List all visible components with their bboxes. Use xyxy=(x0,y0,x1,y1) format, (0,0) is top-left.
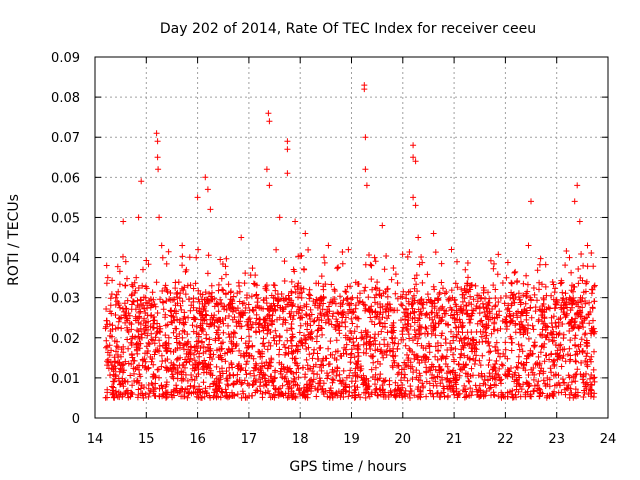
y-tick-label: 0.04 xyxy=(51,252,80,267)
x-tick-label: 14 xyxy=(87,432,104,447)
x-tick-label: 23 xyxy=(548,432,565,447)
x-tick-label: 15 xyxy=(138,432,155,447)
x-axis-label: GPS time / hours xyxy=(289,459,406,475)
y-tick-label: 0.07 xyxy=(51,131,80,146)
y-tick-label: 0.05 xyxy=(51,211,80,226)
x-tick-labels: 14 15 16 17 18 19 20 21 22 23 24 xyxy=(87,432,617,447)
y-tick-label: 0.03 xyxy=(51,292,80,307)
x-tick-label: 16 xyxy=(189,432,206,447)
y-tick-label: 0.01 xyxy=(51,372,80,387)
y-axis-label: ROTI / TECUs xyxy=(6,194,22,286)
y-tick-label: 0.09 xyxy=(51,51,80,66)
y-tick-label: 0.08 xyxy=(51,91,80,106)
x-tick-label: 21 xyxy=(446,432,463,447)
x-tick-label: 22 xyxy=(497,432,514,447)
y-tick-label: 0 xyxy=(72,412,80,427)
x-tick-label: 24 xyxy=(600,432,617,447)
x-tick-label: 19 xyxy=(343,432,360,447)
x-tick-label: 20 xyxy=(395,432,412,447)
y-tick-labels: 0 0.01 0.02 0.03 0.04 0.05 0.06 0.07 0.08 0.09 xyxy=(51,51,80,427)
y-tick-label: 0.06 xyxy=(51,171,80,186)
chart-title: Day 202 of 2014, Rate Of TEC Index for r… xyxy=(160,21,536,37)
roti-series-markers xyxy=(102,82,598,401)
gridlines xyxy=(95,57,608,418)
data-points xyxy=(102,82,598,401)
x-tick-label: 17 xyxy=(241,432,258,447)
y-tick-label: 0.02 xyxy=(51,332,80,347)
axis-ticks xyxy=(94,56,609,419)
x-tick-label: 18 xyxy=(292,432,309,447)
